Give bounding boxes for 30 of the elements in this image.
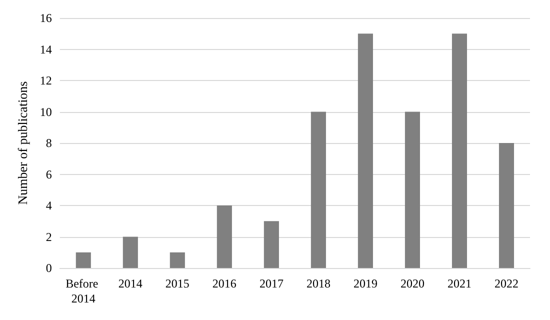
x-tick-label: 2022	[494, 276, 518, 290]
bar	[498, 143, 514, 268]
bar	[358, 34, 373, 268]
y-tick-label: 8	[46, 136, 52, 150]
y-tick-label: 2	[46, 230, 52, 244]
y-axis-title: Number of publications	[15, 81, 30, 205]
bar	[452, 34, 468, 268]
y-tick-label: 6	[46, 167, 52, 182]
bar	[404, 112, 420, 268]
bar	[216, 206, 232, 268]
x-tick-label: 2015	[165, 276, 190, 290]
x-tick-label: 2017	[259, 276, 284, 290]
y-tick-label: 14	[40, 42, 52, 56]
y-tick-label: 12	[40, 74, 52, 88]
bar	[76, 252, 91, 268]
x-tick-label: 2019	[353, 276, 378, 290]
x-tick-label: Before 2014	[66, 276, 102, 306]
y-tick-label: 10	[40, 104, 52, 119]
bar	[264, 221, 279, 268]
x-tick-label: 2016	[212, 276, 236, 290]
y-tick-label: 4	[46, 198, 52, 212]
bar	[170, 252, 185, 268]
x-tick-label: 2018	[306, 276, 330, 290]
y-tick-label: 16	[40, 11, 52, 25]
y-tick-label: 0	[46, 261, 52, 275]
bar	[122, 236, 138, 268]
x-tick-label: 2020	[400, 276, 424, 290]
x-tick-label: 2014	[118, 276, 142, 290]
bar	[310, 112, 326, 268]
x-tick-label: 2021	[447, 276, 472, 290]
